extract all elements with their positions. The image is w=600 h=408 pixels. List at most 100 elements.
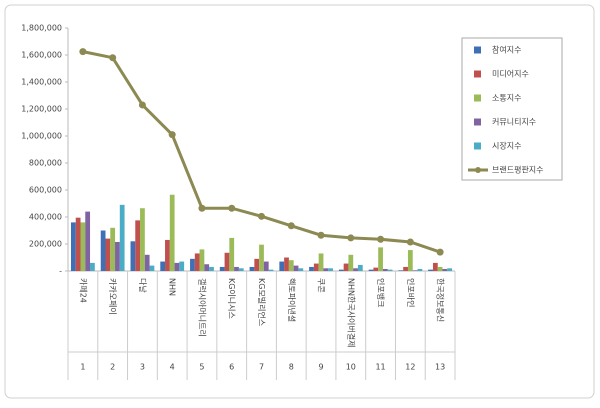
- bar: [328, 268, 333, 271]
- x-tick-label: NHN한국사이버결제: [346, 278, 356, 348]
- rank-label: 5: [199, 363, 204, 372]
- bar: [149, 265, 155, 271]
- bar: [105, 238, 111, 271]
- line-marker: [436, 248, 444, 256]
- rank-label: 11: [375, 363, 385, 372]
- bar: [229, 237, 235, 271]
- legend-label: 참여지수: [492, 45, 521, 55]
- bar: [403, 266, 408, 271]
- bar: [318, 253, 324, 271]
- legend-swatch: [474, 118, 481, 126]
- line-marker: [287, 222, 295, 230]
- line-marker: [377, 235, 385, 243]
- bar: [85, 211, 91, 271]
- bar: [348, 254, 354, 271]
- y-tick-label: 1,800,000: [21, 24, 62, 33]
- x-tick-label: 카페24: [78, 278, 88, 303]
- bar: [398, 270, 404, 271]
- bar: [373, 267, 379, 271]
- bar: [338, 269, 344, 271]
- line-marker: [198, 204, 206, 212]
- bar: [100, 230, 106, 271]
- bar: [130, 241, 136, 271]
- bar: [135, 220, 141, 271]
- legend-label: 브랜드평판지수: [492, 165, 544, 175]
- y-tick-label: 1,000,000: [21, 132, 62, 141]
- legend-label: 시장지수: [492, 141, 521, 151]
- rank-label: 6: [229, 363, 234, 372]
- line-marker: [168, 131, 176, 139]
- bar: [115, 241, 120, 271]
- bar: [75, 217, 81, 271]
- x-tick-label: 카카오페이: [108, 278, 118, 315]
- rank-label: 4: [170, 363, 175, 372]
- bar: [382, 268, 388, 271]
- bar: [190, 258, 195, 271]
- bar: [144, 254, 150, 271]
- line-marker: [79, 48, 87, 56]
- bar: [263, 261, 269, 271]
- x-tick-label: 갤럭시아머니트리: [197, 278, 207, 337]
- legend-swatch: [475, 167, 481, 173]
- bar: [407, 250, 413, 271]
- y-tick-label: 200,000: [29, 240, 62, 249]
- bar: [288, 260, 294, 271]
- bar: [70, 222, 76, 271]
- x-tick-label: 인포바인: [406, 278, 416, 307]
- x-tick-label: 헥토파이낸셜: [287, 278, 297, 322]
- bar: [378, 247, 383, 271]
- bar: [323, 268, 329, 271]
- chart-frame: [4, 4, 595, 399]
- x-tick-label: 쿠콘: [317, 278, 326, 293]
- bar: [194, 253, 200, 271]
- y-tick-label: 1,400,000: [21, 78, 62, 87]
- bar: [259, 244, 264, 271]
- bar: [432, 262, 438, 271]
- bar: [343, 263, 349, 271]
- bar: [110, 227, 116, 271]
- legend-swatch: [474, 94, 481, 102]
- line-marker: [138, 101, 146, 109]
- x-tick-label: 한국정보통신: [436, 278, 446, 322]
- x-tick-label: NHN: [168, 278, 177, 296]
- legend-swatch: [474, 142, 481, 150]
- y-tick-label: 1,200,000: [21, 105, 62, 114]
- rank-label: 13: [435, 363, 445, 372]
- y-tick-label: 1,600,000: [21, 51, 62, 60]
- rank-label: 9: [318, 363, 323, 372]
- bar: [254, 258, 260, 271]
- bar: [442, 268, 448, 271]
- bar: [234, 266, 239, 271]
- bar: [447, 268, 453, 271]
- bar: [209, 266, 214, 271]
- y-tick-label: 800,000: [29, 159, 62, 168]
- legend-swatch: [474, 46, 481, 54]
- bar: [284, 257, 289, 271]
- legend-box: [461, 37, 563, 181]
- bar: [238, 268, 244, 271]
- rank-label: 1: [80, 363, 85, 372]
- bar: [219, 266, 225, 271]
- rank-label: 3: [140, 363, 145, 372]
- bar: [204, 264, 210, 271]
- rank-label: 7: [259, 363, 264, 372]
- legend-label: 커뮤니티지수: [492, 117, 536, 127]
- line-marker: [347, 234, 355, 242]
- bar: [249, 266, 255, 271]
- bar: [313, 263, 319, 271]
- bar: [80, 222, 86, 271]
- bar: [268, 269, 274, 271]
- rank-label: 10: [346, 363, 356, 372]
- y-tick-label: -: [59, 267, 62, 276]
- y-tick-label: 400,000: [29, 213, 62, 222]
- bar: [169, 194, 175, 271]
- x-tick-label: 다날: [138, 278, 148, 293]
- bar: [309, 266, 314, 271]
- bar: [298, 268, 304, 271]
- legend-label: 소통지수: [492, 94, 521, 103]
- bar: [412, 270, 418, 271]
- line-marker: [258, 212, 265, 220]
- legend-label: 미디어지수: [492, 69, 529, 79]
- line-marker: [317, 231, 325, 239]
